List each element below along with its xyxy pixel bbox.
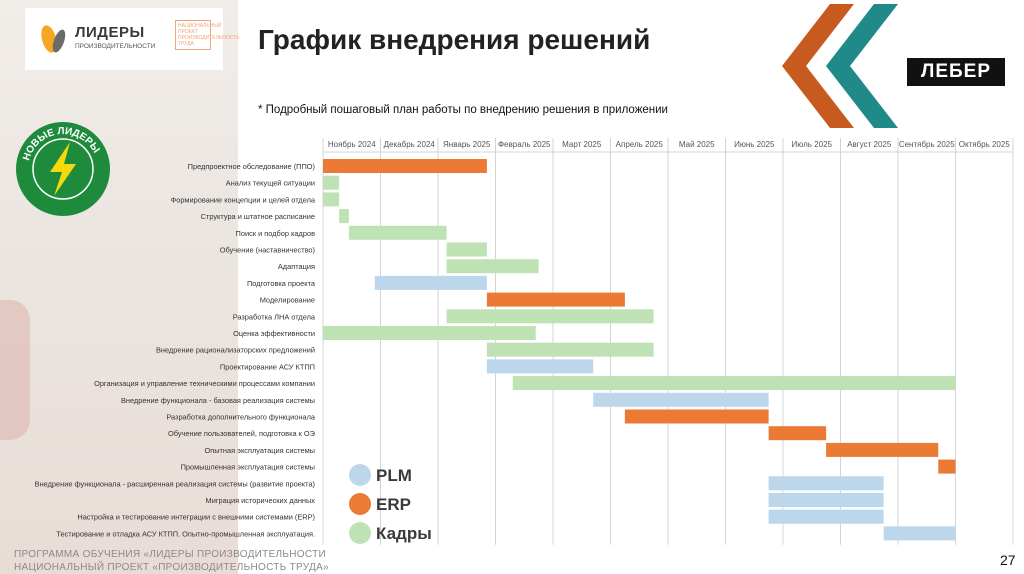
task-bar <box>348 225 447 240</box>
task-bar <box>768 509 884 524</box>
footnote-text: * Подробный пошаговый план работы по вне… <box>258 104 668 116</box>
legend-label: ERP <box>376 495 411 514</box>
task-label: Внедрение функционала - базовая реализац… <box>121 396 315 405</box>
task-label: Поиск и подбор кадров <box>236 229 316 238</box>
task-label: Формирование концепции и целей отдела <box>171 195 316 204</box>
task-label: Проектирование АСУ КТПП <box>220 362 315 371</box>
task-bar <box>374 275 487 290</box>
leber-logo: ЛЕБЕР <box>907 58 1005 86</box>
task-bar <box>323 175 340 190</box>
task-bar <box>883 526 956 541</box>
task-label: Внедрение функционала - расширенная реал… <box>35 479 315 488</box>
task-label: Опытная эксплуатация системы <box>204 446 315 455</box>
task-label: Подготовка проекта <box>247 279 316 288</box>
month-label: Сентябрь 2025 <box>899 140 955 149</box>
month-label: Февраль 2025 <box>498 140 551 149</box>
task-bar <box>938 459 956 474</box>
background-photo-panel <box>0 0 238 574</box>
task-label: Моделирование <box>260 296 315 305</box>
lightning-icon <box>50 142 76 196</box>
month-label: Октябрь 2025 <box>959 140 1011 149</box>
legend-label: PLM <box>376 466 412 485</box>
legend-marker <box>349 464 371 486</box>
leber-chevrons-icon <box>782 4 898 128</box>
national-project-stamp: НАЦИОНАЛЬНЫЙ ПРОЕКТ ПРОИЗВОДИТЕЛЬНОСТЬ Т… <box>175 20 239 50</box>
task-label: Разработка ЛНА отдела <box>233 312 316 321</box>
task-label: Адаптация <box>278 262 315 271</box>
task-bar <box>323 192 340 207</box>
task-bar <box>768 426 827 441</box>
lidery-logo-title: ЛИДЕРЫ <box>75 24 145 41</box>
task-label: Оценка эффективности <box>233 329 315 338</box>
month-label: Август 2025 <box>847 140 892 149</box>
task-label: Анализ текущей ситуации <box>226 179 315 188</box>
month-label: Июнь 2025 <box>734 140 775 149</box>
task-label: Миграция исторических данных <box>206 496 316 505</box>
novye-lidery-badge: НОВЫЕ ЛИДЕРЫ <box>16 122 110 216</box>
legend-marker <box>349 493 371 515</box>
page-number: 27 <box>1000 552 1016 568</box>
month-label: Май 2025 <box>679 140 715 149</box>
lidery-logo: ЛИДЕРЫ ПРОИЗВОДИТЕЛЬНОСТИ НАЦИОНАЛЬНЫЙ П… <box>25 8 239 70</box>
task-label: Внедрение рационализаторских предложений <box>156 346 315 355</box>
task-label: Обучение пользователей, подготовка к ОЭ <box>168 429 316 438</box>
task-label: Предпроектное обследование (ППО) <box>188 162 315 171</box>
task-bar <box>486 342 654 357</box>
legend-label: Кадры <box>376 524 432 543</box>
task-label: Тестирование и отладка АСУ КТПП. Опытно-… <box>56 529 315 538</box>
task-bar <box>768 476 884 491</box>
lidery-logo-subtitle: ПРОИЗВОДИТЕЛЬНОСТИ <box>75 43 156 50</box>
task-bar <box>446 259 539 274</box>
lidery-leaf-icon <box>41 25 66 53</box>
month-label: Апрель 2025 <box>616 140 664 149</box>
month-label: Декабрь 2024 <box>384 140 436 149</box>
month-label: Июль 2025 <box>792 140 833 149</box>
task-bar <box>446 309 654 324</box>
task-bar <box>593 392 769 407</box>
task-bar <box>486 359 594 374</box>
task-bar <box>624 409 769 424</box>
task-bar <box>768 493 884 507</box>
footer-project-line: НАЦИОНАЛЬНЫЙ ПРОЕКТ «ПРОИЗВОДИТЕЛЬНОСТЬ … <box>14 562 329 573</box>
background-photo-accent <box>0 300 30 440</box>
task-bar <box>323 159 487 173</box>
task-label: Промышленная эксплуатация системы <box>181 463 315 472</box>
task-bar <box>446 242 487 257</box>
task-label: Настройка и тестирование интеграции с вн… <box>77 513 315 522</box>
month-label: Март 2025 <box>562 140 602 149</box>
task-label: Организация и управление техническими пр… <box>94 379 315 388</box>
month-label: Январь 2025 <box>443 140 491 149</box>
task-label: Обучение (наставничество) <box>220 246 315 255</box>
task-bar <box>512 376 956 391</box>
task-bar <box>339 209 349 224</box>
task-bar <box>323 326 536 340</box>
footer-program-line: ПРОГРАММА ОБУЧЕНИЯ «ЛИДЕРЫ ПРОИЗВОДИТЕЛЬ… <box>14 549 326 560</box>
task-bar <box>486 292 625 307</box>
task-label: Разработка дополнительного функционала <box>166 413 316 422</box>
legend-marker <box>349 522 371 544</box>
page-title: График внедрения решений <box>258 24 651 55</box>
task-bar <box>826 442 939 457</box>
month-label: Ноябрь 2024 <box>328 140 376 149</box>
task-label: Структура и штатное расписание <box>201 212 315 221</box>
